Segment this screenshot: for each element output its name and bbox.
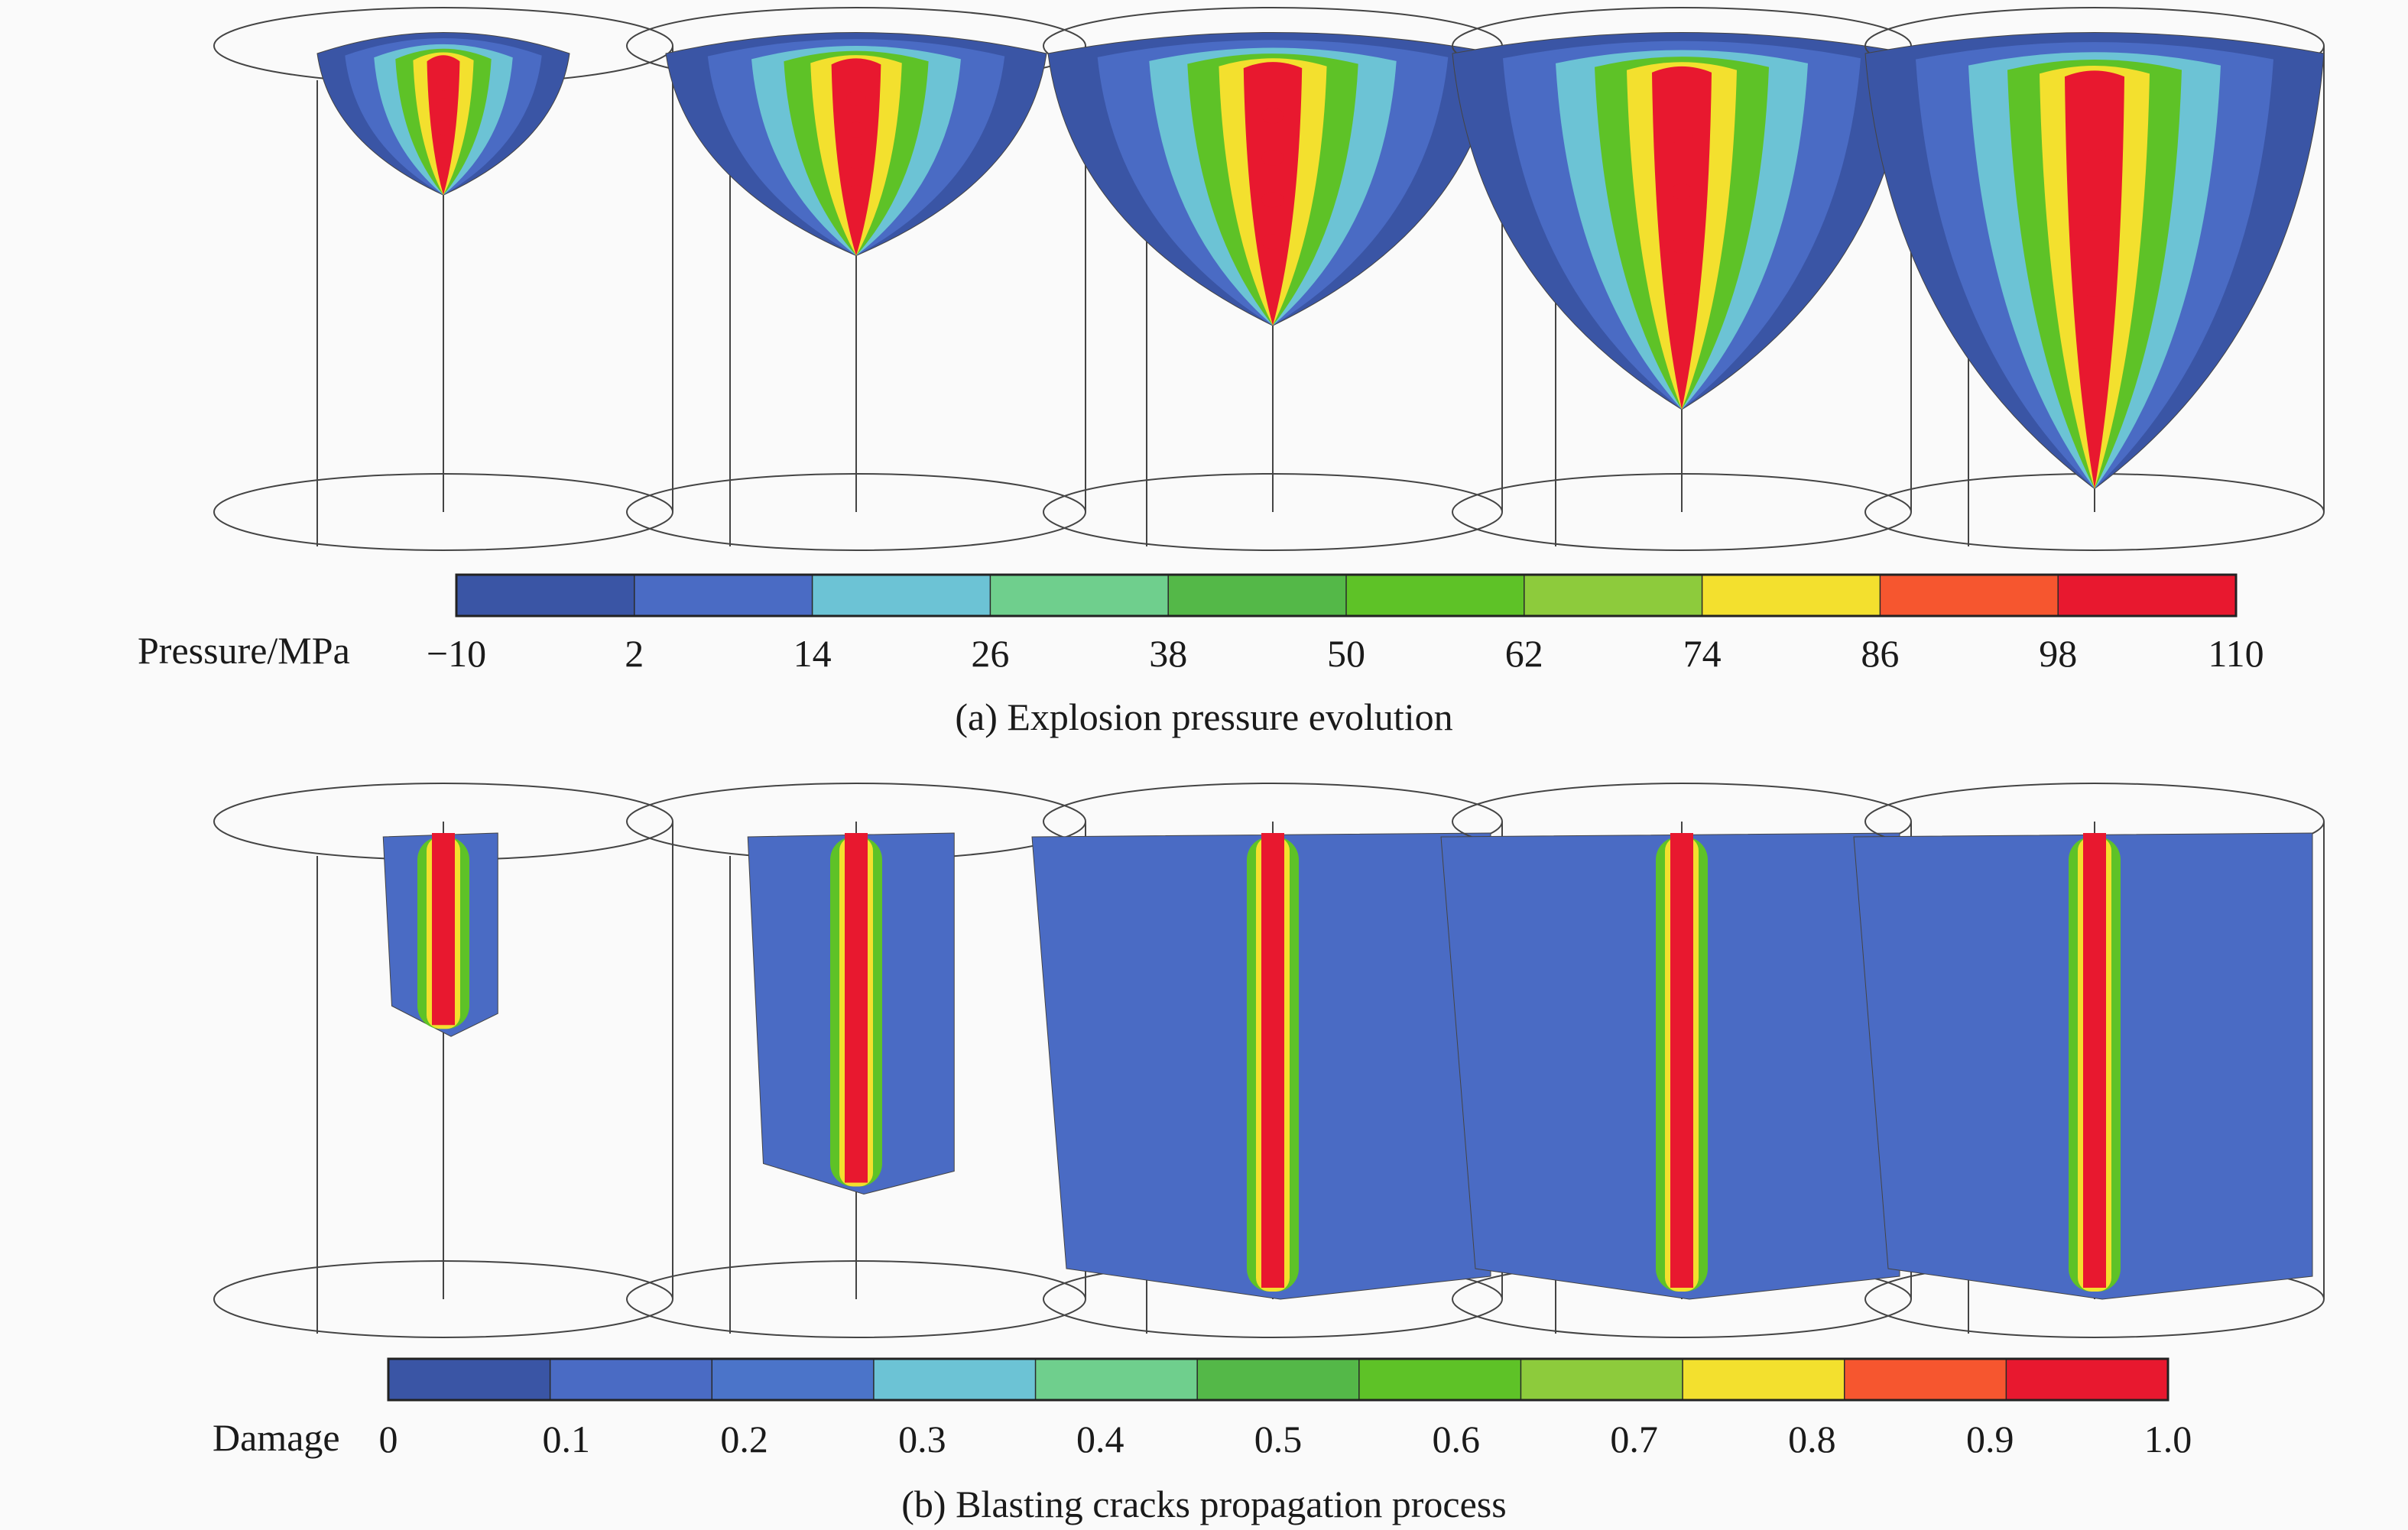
- damage-colorbar-swatch: [1843, 1358, 2007, 1401]
- pressure-hotspot: [436, 98, 450, 114]
- pressure-colorbar-tick-label: 62: [1505, 632, 1543, 675]
- damage-colorbar-tick-label: 0.6: [1433, 1418, 1481, 1460]
- damage-colorbar-swatch: [873, 1358, 1037, 1401]
- pressure-colorbar-swatch: [1345, 574, 1526, 617]
- damage-colorbar-tick-label: 0.3: [898, 1418, 946, 1460]
- pressure-hotspot: [2083, 215, 2106, 231]
- damage-colorbar-tick-label: 1.0: [2144, 1418, 2192, 1460]
- damage-stage-3: [1031, 783, 1503, 1338]
- pressure-hotspot: [846, 185, 866, 201]
- pressure-stage-5: [1864, 7, 2325, 551]
- damage-core: [432, 833, 455, 1026]
- damage-colorbar-swatch: [388, 1358, 551, 1401]
- pressure-colorbar-swatch: [989, 574, 1170, 617]
- pressure-colorbar-tick-label: 74: [1683, 632, 1722, 675]
- caption-a: (a) Explosion pressure evolution: [955, 695, 1452, 738]
- damage-core: [1670, 833, 1693, 1288]
- pressure-colorbar-swatch: [1167, 574, 1348, 617]
- pressure-colorbar-swatch: [456, 574, 636, 617]
- pressure-hotspot: [436, 120, 450, 136]
- pressure-colorbar-tick-label: 26: [971, 632, 1009, 675]
- damage-core: [2083, 833, 2106, 1288]
- pressure-hotspot: [1261, 192, 1284, 208]
- pressure-hotspot: [2083, 281, 2106, 297]
- panel-b-damage: [213, 783, 2325, 1338]
- pressure-zone: [1652, 66, 1712, 410]
- pressure-colorbar-swatch: [634, 574, 813, 617]
- damage-colorbar-swatch: [1034, 1358, 1199, 1401]
- pressure-hotspot: [1261, 150, 1284, 166]
- pressure-colorbar-ticks: −10 2 14 26 38 50 62 74 86 98 110: [427, 632, 2264, 675]
- damage-colorbar-tick-label: 0.2: [720, 1418, 768, 1460]
- pressure-colorbar-tick-label: −10: [427, 632, 486, 675]
- damage-colorbar-swatch: [1682, 1358, 1845, 1401]
- pressure-hotspot: [1670, 238, 1693, 254]
- pressure-hotspot: [436, 75, 450, 91]
- pressure-colorbar-tick-label: 86: [1861, 632, 1899, 675]
- damage-colorbar-tick-label: 0.9: [1966, 1418, 2014, 1460]
- damage-colorbar-tick-label: 0.1: [543, 1418, 591, 1460]
- damage-colorbar-tick-label: 0.4: [1076, 1418, 1124, 1460]
- pressure-hotspot: [1261, 108, 1284, 124]
- pressure-colorbar: [455, 573, 2238, 618]
- pressure-colorbar-swatch: [1701, 574, 1881, 617]
- pressure-colorbar-swatch: [1879, 574, 2059, 617]
- pressure-hotspot: [1670, 128, 1693, 144]
- pressure-zone: [2065, 70, 2124, 489]
- pressure-colorbar-label: Pressure/MPa: [138, 629, 350, 672]
- damage-colorbar-swatch: [1358, 1358, 1522, 1401]
- damage-colorbar-frame: [387, 1357, 2169, 1402]
- pressure-hotspot: [1670, 293, 1693, 309]
- damage-core: [1261, 833, 1284, 1288]
- damage-colorbar-tick-label: 0.5: [1254, 1418, 1303, 1460]
- damage-stage-1: [213, 783, 673, 1338]
- damage-colorbar-tick-label: 0.7: [1610, 1418, 1658, 1460]
- damage-colorbar-swatch: [1520, 1358, 1684, 1401]
- pressure-hotspot: [1670, 183, 1693, 199]
- pressure-colorbar-tick-label: 2: [625, 632, 644, 675]
- pressure-hotspot: [846, 153, 866, 169]
- damage-colorbar-tick-label: 0: [379, 1418, 398, 1460]
- caption-b: (b) Blasting cracks propagation process: [901, 1483, 1506, 1525]
- pressure-colorbar-tick-label: 38: [1149, 632, 1187, 675]
- damage-colorbar-tick-label: 0.8: [1788, 1418, 1836, 1460]
- pressure-hotspot: [2083, 148, 2106, 164]
- pressure-hotspot: [436, 142, 450, 158]
- pressure-hotspot: [1261, 234, 1284, 250]
- pressure-hotspot: [846, 90, 866, 106]
- panel-a-pressure: [213, 7, 2325, 551]
- damage-colorbar-swatch: [1196, 1358, 1361, 1401]
- damage-stage-4: [1440, 783, 1912, 1338]
- pressure-colorbar-swatch: [1524, 574, 1703, 617]
- pressure-colorbar-frame: [455, 573, 2238, 618]
- damage-colorbar: [387, 1357, 2169, 1402]
- damage-colorbar-label: Damage: [213, 1416, 340, 1459]
- damage-colorbar-swatch: [549, 1358, 713, 1401]
- pressure-colorbar-tick-label: 50: [1327, 632, 1365, 675]
- pressure-colorbar-tick-label: 98: [2039, 632, 2077, 675]
- pressure-hotspot: [846, 122, 866, 138]
- damage-colorbar-ticks: 0 0.1 0.2 0.3 0.4 0.5 0.6 0.7 0.8 0.9 1.0: [379, 1418, 2192, 1460]
- damage-stage-5: [1853, 783, 2325, 1338]
- pressure-colorbar-tick-label: 110: [2208, 632, 2264, 675]
- pressure-colorbar-swatch: [2057, 574, 2238, 617]
- pressure-stage-2: [626, 7, 1086, 551]
- damage-colorbar-swatch: [711, 1358, 875, 1401]
- pressure-colorbar-tick-label: 14: [793, 632, 832, 675]
- pressure-hotspot: [2083, 348, 2106, 364]
- pressure-stage-4: [1452, 7, 1912, 551]
- pressure-colorbar-swatch: [811, 574, 991, 617]
- pressure-stage-1: [213, 7, 673, 551]
- damage-core: [845, 833, 868, 1183]
- damage-stage-2: [626, 783, 1086, 1338]
- damage-colorbar-swatch: [2005, 1358, 2169, 1401]
- pressure-stage-3: [1043, 7, 1503, 551]
